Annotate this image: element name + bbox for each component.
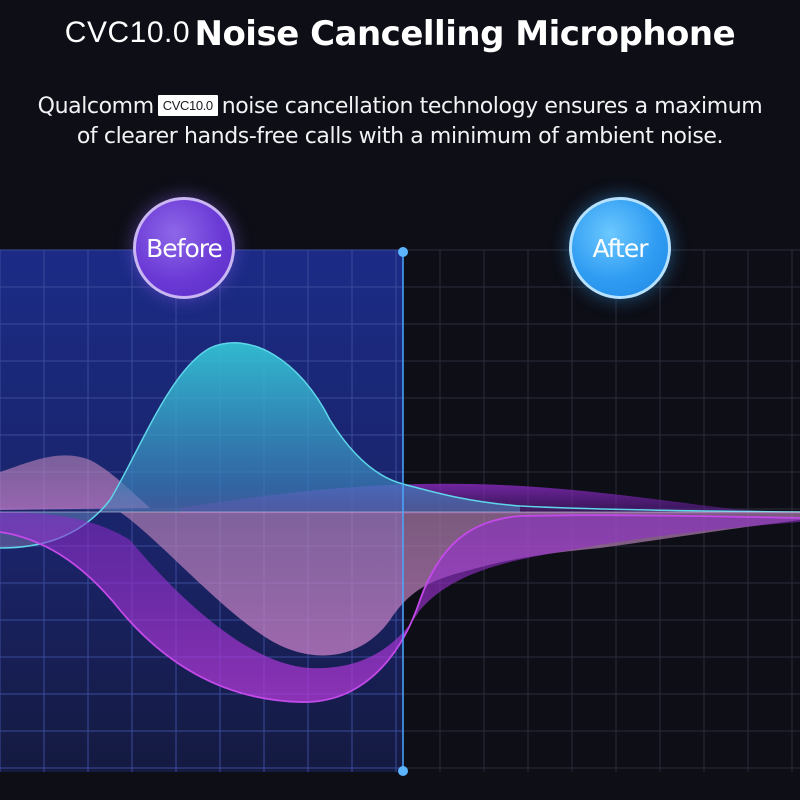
divider-top-handle	[398, 247, 408, 257]
before-label-bubble: Before	[133, 197, 235, 299]
before-purple-line	[0, 514, 800, 703]
divider-bottom-handle	[398, 766, 408, 776]
before-label: Before	[146, 233, 223, 263]
after-label: After	[592, 233, 648, 263]
teal-voice-line	[0, 342, 800, 549]
title-prefix: CVC10.0	[64, 16, 191, 49]
description-line-1: Qualcomm CVC10.0 noise cancellation techno…	[0, 92, 800, 122]
description-line-1-rest: noise cancellation technology ensures a …	[221, 94, 763, 119]
before-purple-band	[0, 512, 800, 703]
teal-voice-wave	[0, 342, 520, 548]
description-brand: Qualcomm	[37, 94, 154, 119]
before-pink-dip	[0, 512, 800, 656]
description-line-2: of clearer hands-free calls with a minim…	[76, 124, 724, 149]
cvc-badge: CVC10.0	[157, 95, 218, 116]
page-title: CVC10.0 Noise Cancelling Microphone	[0, 14, 800, 54]
title-main: Noise Cancelling Microphone	[194, 14, 736, 54]
description: Qualcomm CVC10.0 noise cancellation techno…	[0, 92, 800, 152]
after-label-bubble: After	[569, 197, 671, 299]
